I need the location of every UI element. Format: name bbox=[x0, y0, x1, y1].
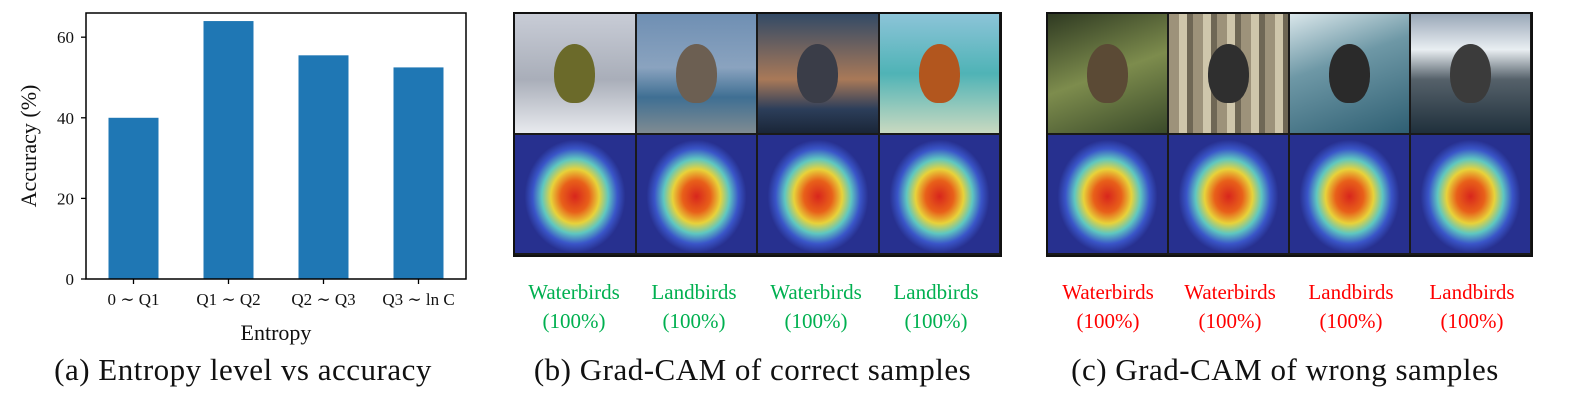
bird-photo bbox=[636, 14, 756, 133]
bird-icon bbox=[1329, 43, 1370, 103]
class-label: Landbirds bbox=[1429, 280, 1515, 304]
bird-icon bbox=[1450, 43, 1491, 103]
sample-label: Waterbirds (100%) bbox=[514, 278, 634, 336]
y-tick-label: 0 bbox=[66, 270, 75, 289]
bird-icon bbox=[554, 43, 596, 103]
bird-photo bbox=[1290, 14, 1409, 133]
sample-label: Landbirds (100%) bbox=[876, 278, 996, 336]
confidence-label: (100%) bbox=[1440, 309, 1504, 333]
gradcam-heatmap bbox=[1411, 134, 1530, 253]
gradcam-heatmap bbox=[636, 134, 756, 253]
sample-label: Landbirds (100%) bbox=[634, 278, 754, 336]
sample-label: Waterbirds (100%) bbox=[756, 278, 876, 336]
gradcam-heatmap bbox=[1048, 134, 1167, 253]
sample-label: Waterbirds (100%) bbox=[1048, 278, 1168, 336]
bird-icon bbox=[1208, 43, 1249, 103]
class-label: Waterbirds bbox=[1184, 280, 1276, 304]
bar bbox=[203, 21, 254, 279]
sample-label: Waterbirds (100%) bbox=[1170, 278, 1290, 336]
confidence-label: (100%) bbox=[784, 309, 848, 333]
bird-icon bbox=[675, 43, 717, 103]
bird-icon bbox=[1087, 43, 1128, 103]
y-tick-label: 20 bbox=[57, 189, 74, 208]
gradcam-grid-correct bbox=[513, 12, 1002, 257]
y-axis-label: Accuracy (%) bbox=[16, 85, 41, 208]
confidence-label: (100%) bbox=[1319, 309, 1383, 333]
x-tick-label: Q1 ∼ Q2 bbox=[196, 290, 260, 309]
class-label: Waterbirds bbox=[1062, 280, 1154, 304]
class-label: Landbirds bbox=[1308, 280, 1394, 304]
confidence-label: (100%) bbox=[1076, 309, 1140, 333]
class-label: Landbirds bbox=[651, 280, 737, 304]
bird-icon bbox=[918, 43, 960, 103]
caption-c: (c) Grad-CAM of wrong samples bbox=[1071, 352, 1499, 387]
entropy-accuracy-chart: 0 ∼ Q1 Q1 ∼ Q2 Q2 ∼ Q3 Q3 ∼ ln C 0 20 40 60 Entr… bbox=[16, 12, 467, 345]
confidence-label: (100%) bbox=[542, 309, 606, 333]
sample-label: Landbirds (100%) bbox=[1291, 278, 1411, 336]
bar bbox=[108, 117, 159, 280]
confidence-label: (100%) bbox=[904, 309, 968, 333]
bird-photo bbox=[1169, 14, 1288, 133]
caption-a: (a) Entropy level vs accuracy bbox=[54, 352, 432, 387]
plot-frame bbox=[85, 12, 467, 280]
gradcam-heatmap bbox=[1169, 134, 1288, 253]
sample-label: Landbirds (100%) bbox=[1412, 278, 1532, 336]
gradcam-heatmap bbox=[515, 134, 635, 253]
bird-photo bbox=[879, 14, 999, 133]
x-tick-label: 0 ∼ Q1 bbox=[107, 290, 159, 309]
bar bbox=[393, 67, 444, 279]
confidence-label: (100%) bbox=[1198, 309, 1262, 333]
bird-photo bbox=[758, 14, 878, 133]
gradcam-heatmap bbox=[1290, 134, 1409, 253]
bar bbox=[298, 55, 349, 280]
bird-photo bbox=[1411, 14, 1530, 133]
class-label: Waterbirds bbox=[528, 280, 620, 304]
bird-photo bbox=[515, 14, 635, 133]
bird-photo bbox=[1048, 14, 1167, 133]
caption-b: (b) Grad-CAM of correct samples bbox=[533, 352, 972, 387]
x-tick-label: Q2 ∼ Q3 bbox=[291, 290, 355, 309]
gradcam-grid-wrong bbox=[1046, 12, 1533, 257]
gradcam-heatmap bbox=[879, 134, 999, 253]
y-tick-label: 40 bbox=[57, 109, 74, 128]
confidence-label: (100%) bbox=[662, 309, 726, 333]
class-label: Waterbirds bbox=[770, 280, 862, 304]
x-tick-label: Q3 ∼ ln C bbox=[382, 290, 454, 309]
y-tick-label: 60 bbox=[57, 28, 74, 47]
x-axis-label: Entropy bbox=[241, 320, 312, 345]
class-label: Landbirds bbox=[893, 280, 979, 304]
bird-icon bbox=[797, 43, 839, 103]
gradcam-heatmap bbox=[758, 134, 878, 253]
